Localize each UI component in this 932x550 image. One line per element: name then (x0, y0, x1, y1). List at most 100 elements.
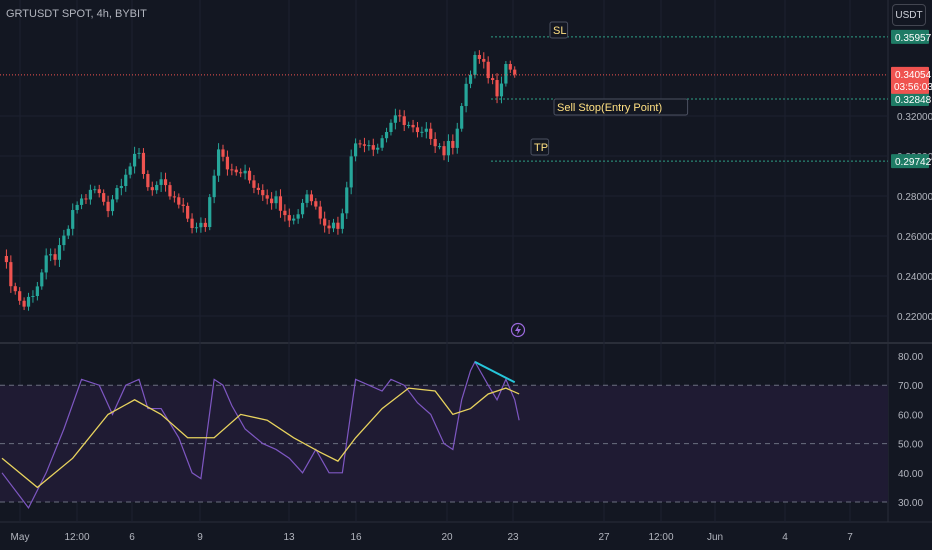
candle-body (437, 146, 442, 148)
candle-body (442, 146, 446, 156)
candle-body (88, 189, 92, 200)
x-tick-label: 23 (507, 532, 519, 543)
candle-body (199, 222, 203, 228)
candle-body (124, 174, 128, 186)
candle-body (44, 255, 48, 273)
divergence-line (474, 360, 516, 384)
countdown-label: 03:56:03 (894, 82, 932, 93)
candle-body (97, 189, 101, 194)
candle-body (393, 115, 397, 123)
x-tick-label: 6 (129, 532, 135, 543)
candle-body (234, 169, 238, 173)
sl-annotation-text: SL (553, 25, 566, 37)
candle-body (163, 179, 168, 186)
candle-body (256, 187, 260, 191)
candle-body (252, 180, 256, 188)
candle-body (477, 54, 481, 59)
candle-body (513, 69, 517, 75)
candle-body (318, 206, 322, 219)
candle-body (384, 131, 389, 139)
candle-body (159, 179, 163, 185)
candle-body (283, 210, 287, 216)
x-tick-label: May (11, 532, 30, 543)
y-tick-label: 0.32000 (897, 112, 932, 123)
y-tick-label: 0.24000 (897, 272, 932, 283)
candle-body (424, 128, 428, 132)
sl-price-label-bg (891, 29, 929, 44)
candle-body (296, 214, 300, 219)
x-tick-label: 12:00 (648, 532, 673, 543)
candle-body (451, 140, 455, 148)
candle-body (137, 152, 141, 154)
candle-body (62, 235, 66, 246)
entry-price-label-bg (891, 92, 929, 107)
candle-body (208, 197, 212, 228)
candle-body (420, 131, 424, 133)
y-tick-label: 0.22000 (897, 312, 932, 323)
candle-body (203, 222, 207, 228)
candle-body (75, 204, 79, 211)
candle-body (455, 128, 459, 148)
candle-body (411, 124, 415, 128)
candle-body (261, 190, 265, 196)
candle-body (216, 149, 221, 176)
candle-body (49, 254, 53, 256)
candle-body (79, 198, 84, 205)
candle-body (9, 262, 13, 287)
x-tick-label: 20 (441, 532, 453, 543)
lightning-icon (515, 325, 521, 335)
candle-body (345, 187, 349, 214)
candle-body (194, 227, 199, 229)
candle-body (491, 78, 495, 81)
candle-body (71, 210, 75, 229)
candle-body (243, 170, 247, 174)
candle-body (314, 201, 318, 207)
rsi-y-tick-label: 70.00 (898, 381, 923, 392)
candle-body (57, 245, 62, 260)
x-tick-label: 16 (350, 532, 362, 543)
rsi-line (1, 360, 520, 509)
x-tick-label: 12:00 (64, 532, 89, 543)
candle-body (230, 169, 234, 171)
sl-annotation-box (549, 21, 569, 39)
candle-body (340, 213, 344, 229)
candle-body (4, 256, 9, 263)
candle-body (446, 140, 451, 156)
candle-body (172, 196, 176, 198)
candle-body (31, 296, 35, 298)
x-tick-label: 4 (782, 532, 788, 543)
candle-body (323, 218, 327, 226)
rsi-y-tick-label: 80.00 (898, 352, 923, 363)
current-price-label-bg (891, 66, 929, 94)
y-tick-label: 0.26000 (897, 232, 932, 243)
candle-body (40, 272, 44, 287)
candle-body (186, 205, 190, 219)
candle-body (53, 254, 57, 260)
candle-body (106, 201, 110, 212)
candle-body (499, 83, 504, 97)
candle-body (349, 156, 353, 188)
candle-body (150, 187, 154, 191)
tp-price-label: 0.29742 (895, 157, 932, 168)
rsi-y-tick-label: 50.00 (898, 440, 923, 451)
candle-body (305, 194, 309, 203)
candle-body (13, 286, 17, 292)
candle-body (181, 204, 185, 206)
candle-body (110, 199, 115, 212)
candle-body (402, 116, 406, 126)
tp-price-label-bg (891, 154, 929, 169)
candle-body (66, 228, 70, 236)
candle-body (168, 185, 172, 197)
rsi-y-tick-label: 40.00 (898, 469, 923, 480)
candle-body (22, 300, 26, 307)
candle-body (464, 83, 468, 107)
tp-annotation-text: TP (534, 142, 548, 154)
currency-button[interactable]: USDT (892, 4, 926, 26)
candle-body (433, 138, 437, 147)
candle-body (239, 172, 243, 174)
x-tick-label: 13 (283, 532, 295, 543)
candle-body (278, 196, 283, 211)
candle-body (362, 144, 367, 146)
candle-body (155, 184, 159, 191)
